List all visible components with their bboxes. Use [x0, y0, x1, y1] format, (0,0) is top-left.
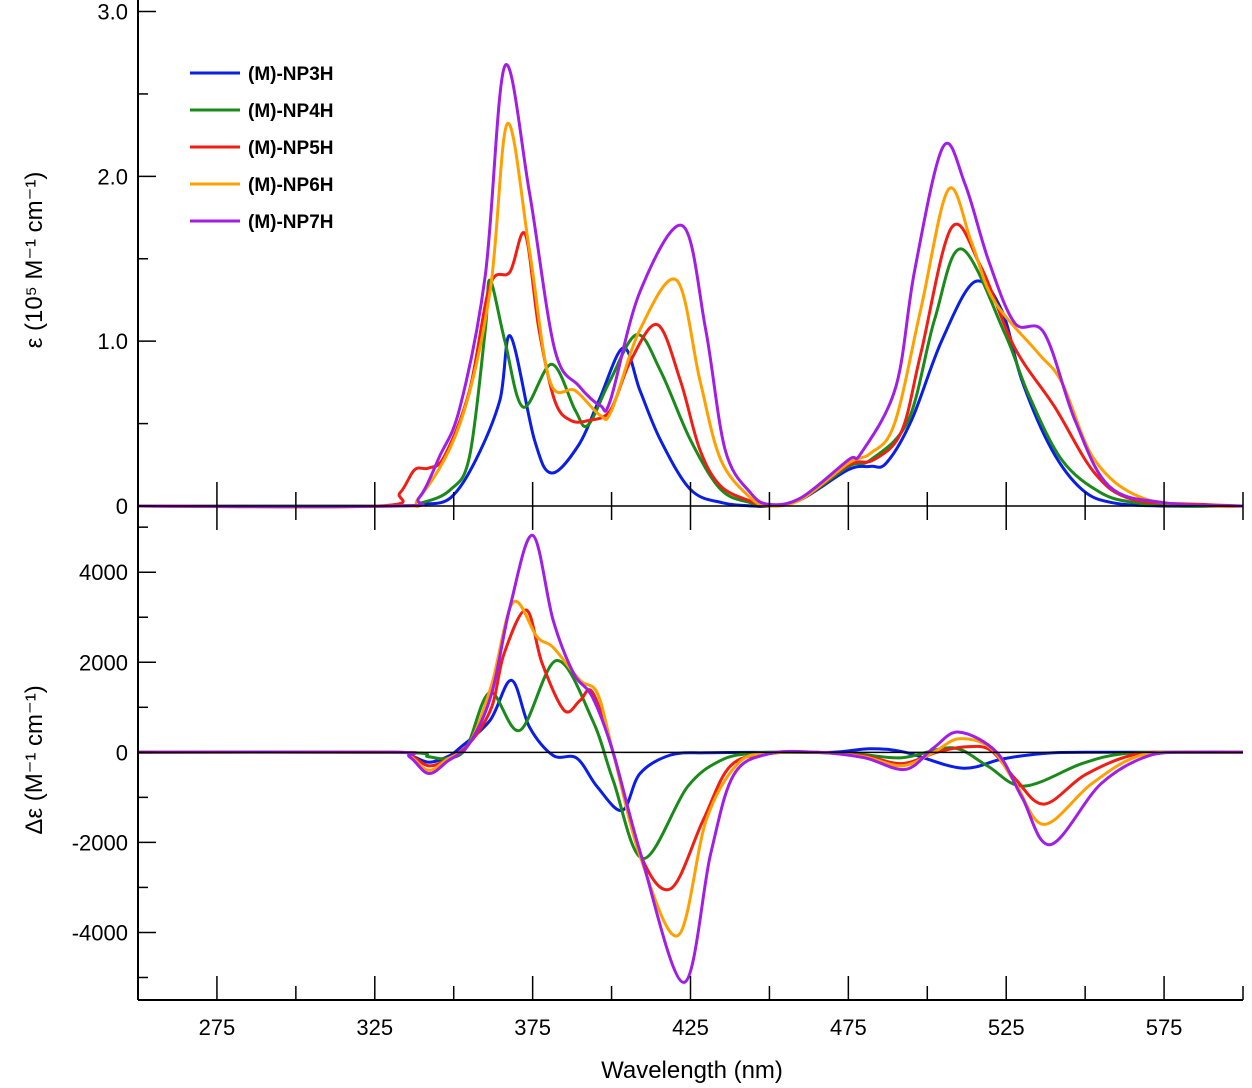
bottom-y-tick-label: 4000: [79, 560, 128, 585]
top-series-m-np5h: [137, 222, 1244, 509]
legend-label: (M)-NP4H: [248, 101, 334, 122]
legend-label: (M)-NP3H: [248, 64, 334, 85]
top-y-tick-label: 1.0: [97, 329, 128, 354]
top-y-tick-label: 3.0: [97, 0, 128, 25]
bottom-series-m-np4h: [137, 659, 1244, 861]
legend: (M)-NP3H (M)-NP4H (M)-NP5H (M)-NP6H (M)-NP7H: [190, 64, 334, 233]
x-tick-label: 375: [514, 1015, 551, 1040]
x-tick-label: 325: [356, 1015, 393, 1040]
bottom-series-m-np3h: [137, 678, 1244, 812]
bottom-series-m-np5h: [137, 608, 1244, 892]
top-y-axis-label: ε (10⁵ M⁻¹ cm⁻¹): [21, 172, 48, 349]
top-series-m-np6h: [137, 122, 1244, 509]
x-tick-label: 475: [830, 1015, 867, 1040]
bottom-series-m-np6h: [137, 599, 1244, 938]
top-series-m-np7h: [137, 63, 1244, 509]
x-tick-label: 275: [199, 1015, 236, 1040]
top-series-m-np3h: [137, 279, 1244, 509]
bottom-series-m-np7h: [137, 533, 1244, 984]
x-axis-label: Wavelength (nm): [601, 1057, 783, 1084]
absorption-panel: [137, 63, 1244, 509]
top-y-tick-label: 2.0: [97, 164, 128, 189]
top-series-m-np4h: [137, 247, 1244, 508]
bottom-y-tick-label: -2000: [72, 830, 128, 855]
x-tick-label: 525: [988, 1015, 1025, 1040]
legend-label: (M)-NP6H: [248, 175, 334, 196]
bottom-y-tick-label: 0: [116, 740, 128, 765]
axes: 0 1.0 2.0 3.0 -4000 -2000 0 2000 4000 275 325 375 42…: [72, 0, 1244, 1040]
bottom-y-axis-label: Δε (M⁻¹ cm⁻¹): [21, 685, 48, 834]
bottom-y-tick-label: 2000: [79, 650, 128, 675]
x-tick-label: 425: [672, 1015, 709, 1040]
x-tick-label: 575: [1146, 1015, 1183, 1040]
legend-label: (M)-NP5H: [248, 138, 334, 159]
top-y-tick-label: 0: [116, 494, 128, 519]
bottom-y-tick-label: -4000: [72, 920, 128, 945]
cd-panel: [137, 533, 1244, 984]
legend-label: (M)-NP7H: [248, 212, 334, 233]
